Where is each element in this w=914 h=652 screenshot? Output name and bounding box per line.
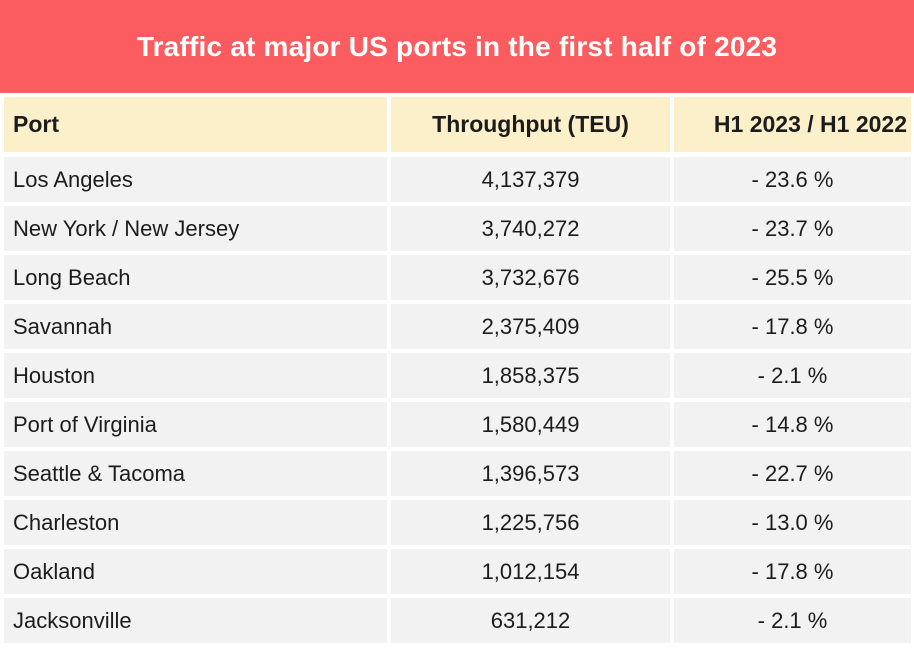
table-row: Savannah 2,375,409- 17.8 % xyxy=(4,304,911,349)
cell-change: - 23.6 % xyxy=(674,157,911,202)
cell-port: Savannah xyxy=(4,304,387,349)
cell-port: Oakland xyxy=(4,549,387,594)
title-banner: Traffic at major US ports in the first h… xyxy=(0,0,914,93)
cell-throughput: 631,212 xyxy=(391,598,670,643)
ports-table: Port Throughput (TEU) H1 2023 / H1 2022 … xyxy=(4,97,911,643)
table-row: New York / New Jersey 3,740,272- 23.7 % xyxy=(4,206,911,251)
cell-throughput: 1,012,154 xyxy=(391,549,670,594)
cell-throughput: 3,740,272 xyxy=(391,206,670,251)
cell-port: Long Beach xyxy=(4,255,387,300)
cell-change: - 23.7 % xyxy=(674,206,911,251)
table-row: Charleston 1,225,756- 13.0 % xyxy=(4,500,911,545)
table-row: Houston 1,858,375- 2.1 % xyxy=(4,353,911,398)
cell-port: Port of Virginia xyxy=(4,402,387,447)
column-header-throughput: Throughput (TEU) xyxy=(391,97,670,152)
column-header-port: Port xyxy=(4,97,387,152)
cell-change: - 25.5 % xyxy=(674,255,911,300)
table-row: Jacksonville 631,212- 2.1 % xyxy=(4,598,911,643)
cell-port: New York / New Jersey xyxy=(4,206,387,251)
cell-port: Charleston xyxy=(4,500,387,545)
cell-port: Jacksonville xyxy=(4,598,387,643)
cell-port: Houston xyxy=(4,353,387,398)
cell-change: - 17.8 % xyxy=(674,304,911,349)
cell-throughput: 1,396,573 xyxy=(391,451,670,496)
column-header-change: H1 2023 / H1 2022 xyxy=(674,97,911,152)
cell-throughput: 1,580,449 xyxy=(391,402,670,447)
table-row: Oakland 1,012,154- 17.8 % xyxy=(4,549,911,594)
table-row: Los Angeles 4,137,379- 23.6 % xyxy=(4,157,911,202)
table-title: Traffic at major US ports in the first h… xyxy=(136,30,778,62)
cell-change: - 2.1 % xyxy=(674,598,911,643)
cell-change: - 22.7 % xyxy=(674,451,911,496)
cell-change: - 17.8 % xyxy=(674,549,911,594)
cell-throughput: 1,858,375 xyxy=(391,353,670,398)
table-row: Port of Virginia 1,580,449- 14.8 % xyxy=(4,402,911,447)
table-row: Seattle & Tacoma 1,396,573- 22.7 % xyxy=(4,451,911,496)
table-body: Los Angeles 4,137,379- 23.6 % New York / N… xyxy=(4,157,911,643)
cell-change: - 13.0 % xyxy=(674,500,911,545)
cell-throughput: 3,732,676 xyxy=(391,255,670,300)
cell-change: - 2.1 % xyxy=(674,353,911,398)
table-row: Long Beach 3,732,676- 25.5 % xyxy=(4,255,911,300)
cell-throughput: 1,225,756 xyxy=(391,500,670,545)
cell-change: - 14.8 % xyxy=(674,402,911,447)
table-header-row: Port Throughput (TEU) H1 2023 / H1 2022 xyxy=(4,97,911,152)
cell-port: Los Angeles xyxy=(4,157,387,202)
cell-port: Seattle & Tacoma xyxy=(4,451,387,496)
cell-throughput: 4,137,379 xyxy=(391,157,670,202)
cell-throughput: 2,375,409 xyxy=(391,304,670,349)
